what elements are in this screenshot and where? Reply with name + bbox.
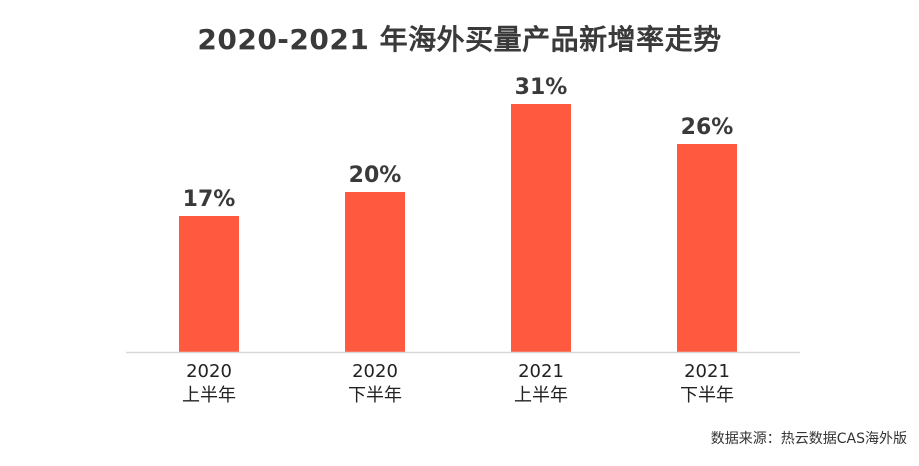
bars-group <box>179 104 737 352</box>
bar-1 <box>179 216 239 352</box>
value-label-4: 26% <box>681 115 734 140</box>
x-tick-label-3-line-1: 2021 <box>518 361 564 382</box>
x-tick-label-1-line-1: 2020 <box>186 361 232 382</box>
x-tick-labels-group: 2020 上半年 2020 下半年 2021 上半年 2021 下半年 <box>182 361 734 406</box>
value-label-3: 31% <box>515 75 568 100</box>
x-tick-label-1-line-2: 上半年 <box>182 385 236 406</box>
value-labels-group: 17% 20% 31% 26% <box>183 75 734 212</box>
bar-2 <box>345 192 405 352</box>
x-tick-label-4-line-2: 下半年 <box>680 385 734 406</box>
data-source-note: 数据来源：热云数据CAS海外版 <box>710 431 907 447</box>
x-tick-label-3-line-2: 上半年 <box>514 385 568 406</box>
value-label-1: 17% <box>183 187 236 212</box>
bar-3 <box>511 104 571 352</box>
chart-title: 2020-2021 年海外买量产品新增率走势 <box>197 23 722 56</box>
x-tick-label-4-line-1: 2021 <box>684 361 730 382</box>
x-tick-label-2-line-1: 2020 <box>352 361 398 382</box>
bar-4 <box>677 144 737 352</box>
value-label-2: 20% <box>349 163 402 188</box>
x-tick-label-2-line-2: 下半年 <box>348 385 402 406</box>
